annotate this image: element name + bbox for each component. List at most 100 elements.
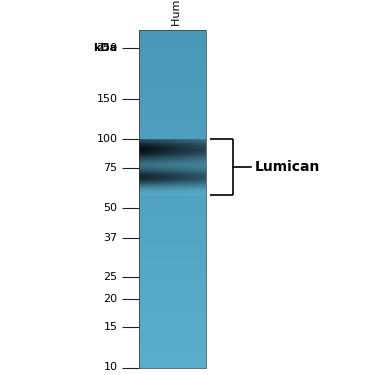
Bar	[139, 37, 206, 38]
Bar	[139, 356, 206, 357]
Bar	[139, 297, 206, 298]
Bar	[139, 109, 206, 110]
Bar	[139, 354, 206, 355]
Bar	[139, 195, 206, 196]
Bar	[139, 242, 206, 243]
Bar	[139, 89, 206, 90]
Bar	[139, 186, 206, 187]
Bar	[139, 227, 206, 228]
Bar	[139, 54, 206, 55]
Bar	[139, 95, 206, 96]
Bar	[139, 93, 206, 94]
Bar	[139, 127, 206, 128]
Bar	[139, 142, 206, 143]
Bar	[139, 210, 206, 211]
Bar	[139, 345, 206, 346]
Bar	[139, 286, 206, 287]
Bar	[139, 282, 206, 283]
Bar	[139, 346, 206, 347]
Bar	[139, 110, 206, 111]
Text: Lumican: Lumican	[255, 160, 320, 174]
Bar	[139, 224, 206, 225]
Bar	[139, 58, 206, 59]
Bar	[139, 330, 206, 331]
Bar	[139, 261, 206, 262]
Bar	[139, 111, 206, 112]
Bar	[139, 119, 206, 120]
Bar	[139, 116, 206, 117]
Bar	[139, 230, 206, 231]
Bar	[139, 337, 206, 338]
Bar	[139, 150, 206, 151]
Bar	[139, 90, 206, 91]
Bar	[139, 262, 206, 263]
Bar	[139, 211, 206, 212]
Bar	[139, 339, 206, 340]
Bar	[139, 118, 206, 119]
Bar	[139, 175, 206, 176]
Bar	[139, 44, 206, 45]
Bar	[139, 264, 206, 265]
Bar	[139, 169, 206, 170]
Bar	[139, 59, 206, 60]
Bar	[139, 77, 206, 78]
Bar	[139, 233, 206, 234]
Bar	[139, 207, 206, 208]
Bar	[139, 78, 206, 79]
Bar	[139, 365, 206, 366]
Bar	[139, 220, 206, 221]
Bar	[139, 217, 206, 218]
Bar	[139, 293, 206, 294]
Bar	[139, 107, 206, 108]
Bar	[139, 327, 206, 328]
Bar	[139, 63, 206, 64]
Bar	[139, 205, 206, 206]
Bar	[139, 208, 206, 209]
Bar	[139, 154, 206, 155]
Bar	[139, 256, 206, 257]
Bar	[139, 185, 206, 186]
Bar	[139, 103, 206, 104]
Bar	[139, 198, 206, 199]
Bar	[139, 307, 206, 308]
Bar	[139, 123, 206, 124]
Bar	[139, 106, 206, 107]
Bar	[139, 87, 206, 88]
Bar	[139, 215, 206, 216]
Bar	[139, 179, 206, 180]
Bar	[139, 281, 206, 282]
Bar	[139, 136, 206, 137]
Bar	[139, 138, 206, 139]
Bar	[139, 173, 206, 174]
Bar	[139, 332, 206, 333]
Bar	[139, 85, 206, 86]
Bar	[139, 33, 206, 34]
Bar	[139, 133, 206, 134]
Bar	[139, 268, 206, 269]
Bar	[139, 265, 206, 266]
Bar	[139, 101, 206, 102]
Bar	[139, 166, 206, 167]
Bar	[139, 237, 206, 238]
Bar	[139, 72, 206, 73]
Bar	[139, 144, 206, 145]
Bar	[139, 148, 206, 149]
Bar	[139, 71, 206, 72]
Bar	[139, 117, 206, 118]
Bar	[139, 276, 206, 277]
Bar	[139, 315, 206, 316]
Bar	[139, 259, 206, 260]
Bar	[139, 321, 206, 322]
Bar	[139, 347, 206, 348]
Bar	[139, 159, 206, 160]
Text: 250: 250	[96, 43, 117, 53]
Bar	[139, 75, 206, 76]
Bar	[139, 251, 206, 252]
Bar	[139, 124, 206, 125]
Text: 20: 20	[103, 294, 117, 304]
Bar	[139, 172, 206, 173]
Text: 75: 75	[103, 162, 117, 172]
Bar	[139, 355, 206, 356]
Bar	[139, 177, 206, 178]
Bar	[139, 168, 206, 169]
